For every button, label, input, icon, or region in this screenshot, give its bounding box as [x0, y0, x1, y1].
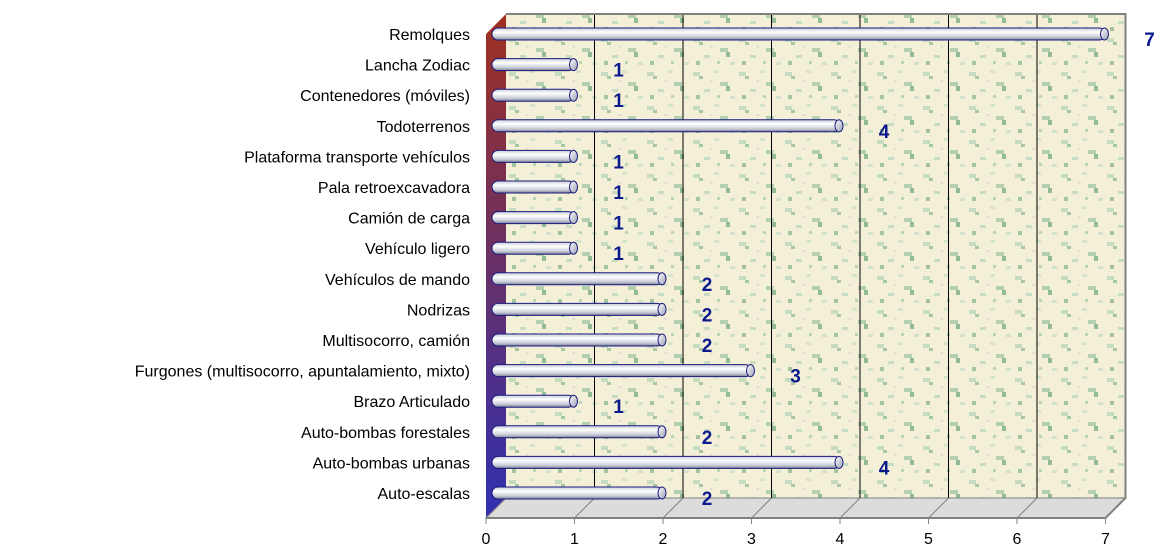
bar: [491, 486, 667, 500]
value-label: 2: [702, 275, 713, 296]
value-label: 2: [702, 305, 713, 326]
bar: [491, 119, 844, 133]
value-label: 1: [613, 397, 624, 418]
x-tick-label: 1: [570, 531, 579, 548]
value-label: 2: [702, 428, 713, 449]
x-axis: 0 1 2 3 4 5 6 7: [482, 517, 1110, 548]
bar: [491, 272, 667, 286]
category-label: Multisocorro, camión: [322, 333, 470, 350]
floor-gridline: [1016, 497, 1038, 519]
floor-gridline: [751, 497, 772, 519]
value-label: 1: [613, 152, 624, 173]
category-label: Nodrizas: [407, 302, 470, 319]
value-label: 1: [613, 61, 624, 82]
value-label: 1: [613, 91, 624, 112]
x-tick-label: 2: [659, 531, 668, 548]
floor-gridline: [928, 497, 949, 519]
bar: [491, 302, 667, 316]
value-label: 4: [879, 458, 890, 479]
x-tick-label: 5: [924, 531, 933, 548]
bar: [491, 88, 578, 102]
x-tick-label: 6: [1013, 531, 1022, 548]
x-tick-label: 3: [747, 531, 756, 548]
category-label: Vehículo ligero: [365, 241, 470, 258]
bar: [491, 149, 578, 163]
category-label: Brazo Articulado: [353, 394, 470, 411]
bar: [491, 364, 755, 378]
bar: [491, 333, 667, 347]
floor: [484, 497, 1127, 519]
floor-gridline: [662, 497, 684, 519]
x-tick-label: 0: [482, 531, 491, 548]
category-label: Auto-bombas urbanas: [313, 455, 470, 472]
bar: [491, 394, 578, 408]
bar: [491, 425, 667, 439]
category-label: Auto-bombas forestales: [301, 425, 470, 442]
x-tick-label: 4: [836, 531, 845, 548]
bar: [491, 455, 844, 469]
value-label: 7: [1144, 30, 1155, 51]
category-labels: Remolques Lancha Zodiac Contenedores (móvi…: [135, 27, 470, 503]
value-label: 3: [790, 367, 801, 388]
bar: [491, 211, 578, 225]
plot-frame: [506, 13, 1127, 519]
value-label: 1: [613, 214, 624, 235]
bar: [491, 27, 1109, 41]
floor-gridline: [839, 497, 861, 519]
plot-area: [484, 13, 1127, 519]
category-label: Todoterrenos: [377, 119, 470, 136]
category-label: Vehículos de mando: [325, 272, 470, 289]
bar: [491, 58, 578, 72]
left-wall: [486, 14, 506, 518]
bar: [491, 241, 578, 255]
floor-gridline: [574, 497, 595, 519]
bar: [491, 180, 578, 194]
category-label: Lancha Zodiac: [365, 58, 470, 75]
x-tick-label: 7: [1101, 531, 1110, 548]
floor-gridline: [485, 497, 507, 519]
bars: [491, 27, 1109, 500]
category-label: Remolques: [389, 27, 470, 44]
value-label: 1: [613, 183, 624, 204]
value-label: 2: [702, 336, 713, 357]
category-label: Camión de carga: [348, 211, 470, 228]
category-label: Pala retroexcavadora: [318, 180, 470, 197]
category-label: Plataforma transporte vehículos: [244, 149, 470, 166]
category-label: Contenedores (móviles): [300, 88, 470, 105]
category-label: Auto-escalas: [378, 486, 471, 503]
category-label: Furgones (multisocorro, apuntalamiento, …: [135, 364, 470, 381]
value-label: 1: [613, 244, 624, 265]
value-labels: 7 1 1 4 1 1 1 1 2 2 2 3 1 2 4 2: [613, 30, 1155, 510]
value-label: 4: [879, 122, 890, 143]
value-label: 2: [702, 489, 713, 510]
